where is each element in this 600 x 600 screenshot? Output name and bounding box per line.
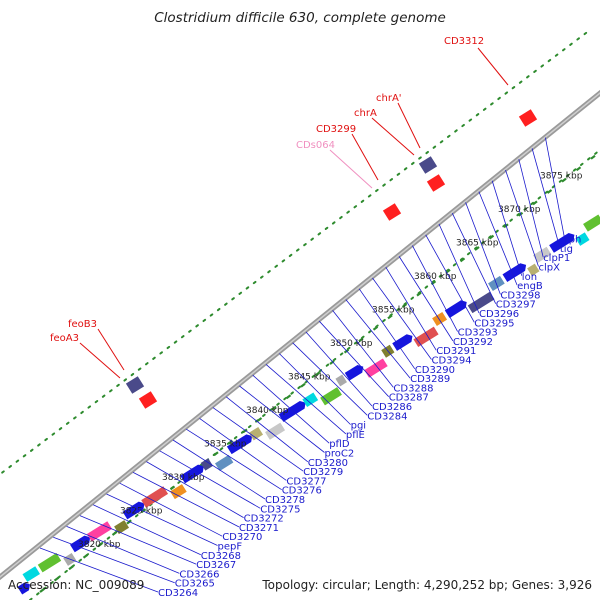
gene-label[interactable]: pflE bbox=[346, 430, 365, 441]
gene-label[interactable]: CD3272 bbox=[244, 514, 284, 525]
gene-label[interactable]: pflD bbox=[329, 439, 350, 450]
gene-label[interactable]: CD3276 bbox=[282, 486, 322, 497]
genome-summary: Topology: circular; Length: 4,290,252 bp… bbox=[262, 578, 592, 592]
tick-marks bbox=[1, 31, 598, 600]
gene-label[interactable]: tig bbox=[560, 244, 573, 255]
gene-label[interactable]: rph bbox=[565, 235, 582, 246]
gene-label[interactable]: pgi bbox=[351, 421, 366, 432]
gene-label[interactable]: CD3291 bbox=[436, 346, 476, 357]
gene-label[interactable]: CD3294 bbox=[432, 356, 472, 367]
kbp-tick-label: 3825 kbp bbox=[120, 507, 163, 517]
gene-label[interactable]: CD3268 bbox=[201, 551, 241, 562]
gene-label[interactable]: CD3296 bbox=[479, 309, 519, 320]
gene-label[interactable]: proC2 bbox=[325, 449, 355, 460]
gene-label[interactable]: CD3293 bbox=[458, 328, 498, 339]
gene-label[interactable]: CD3266 bbox=[179, 569, 219, 580]
feature-label-top[interactable]: CD3299 bbox=[316, 124, 356, 135]
gene-label[interactable]: CD3270 bbox=[222, 532, 262, 543]
gene-label[interactable]: CD3298 bbox=[500, 290, 540, 301]
gene-label[interactable]: engB bbox=[517, 281, 543, 292]
kbp-tick-label: 3855 kbp bbox=[372, 306, 415, 316]
feature-label-top[interactable]: feoA3 bbox=[50, 333, 79, 344]
gene-label[interactable]: clpP1 bbox=[543, 253, 570, 264]
gene-label[interactable]: CD3279 bbox=[303, 467, 343, 478]
gene-label[interactable]: CD3275 bbox=[260, 504, 300, 515]
gene-label[interactable]: CD3277 bbox=[286, 476, 326, 487]
kbp-tick-label: 3865 kbp bbox=[456, 239, 499, 249]
feature-label-top[interactable]: CD3312 bbox=[444, 36, 484, 47]
gene-label[interactable]: CD3297 bbox=[496, 300, 536, 311]
gene-label[interactable]: CD3295 bbox=[474, 318, 514, 329]
gene-label[interactable]: CD3288 bbox=[393, 383, 433, 394]
accession-label: Accession: NC_009089 bbox=[8, 578, 145, 592]
genome-backbone bbox=[0, 89, 600, 581]
kbp-tick-label: 3850 kbp bbox=[330, 339, 373, 349]
kbp-tick-label: 3830 kbp bbox=[162, 473, 205, 483]
gene-label[interactable]: CD3287 bbox=[389, 393, 429, 404]
feature-label-top[interactable]: chrA' bbox=[376, 93, 402, 104]
feature-track bbox=[17, 109, 600, 595]
gene-label[interactable]: CD3292 bbox=[453, 337, 493, 348]
gene-label[interactable]: CD3278 bbox=[265, 495, 305, 506]
map-title: Clostridium difficile 630, complete geno… bbox=[154, 10, 446, 26]
gene-label[interactable]: CD3265 bbox=[175, 579, 215, 590]
gene-label[interactable]: CD3264 bbox=[158, 588, 198, 599]
gene-label[interactable]: CD3289 bbox=[410, 374, 450, 385]
kbp-tick-label: 3845 kbp bbox=[288, 373, 331, 383]
feature-label-top[interactable]: chrA bbox=[354, 108, 377, 119]
kbp-tick-label: 3835 kbp bbox=[204, 440, 247, 450]
kbp-tick-label: 3875 kbp bbox=[540, 172, 583, 182]
kbp-tick-label: 3840 kbp bbox=[246, 406, 289, 416]
feature-label-top[interactable]: CDs064 bbox=[296, 140, 335, 151]
feature-label-top[interactable]: feoB3 bbox=[68, 319, 97, 330]
kbp-tick-label: 3820 kbp bbox=[78, 540, 121, 550]
gene-label[interactable]: clpX bbox=[539, 263, 561, 274]
gene-label[interactable]: CD3284 bbox=[367, 411, 407, 422]
gene-label[interactable]: pepF bbox=[218, 542, 243, 553]
gene-label[interactable]: lon bbox=[522, 272, 537, 283]
kbp-tick-label: 3860 kbp bbox=[414, 272, 457, 282]
gene-label[interactable]: CD3286 bbox=[372, 402, 412, 413]
gene-label[interactable]: CD3267 bbox=[196, 560, 236, 571]
gene-label[interactable]: CD3280 bbox=[308, 458, 348, 469]
label-leader-lines bbox=[39, 47, 565, 593]
feature-labels: CD3312 chrA' chrA CD3299 CDs064 feoB3 feoA3 CD3… bbox=[50, 36, 581, 599]
gene-label[interactable]: CD3271 bbox=[239, 523, 279, 534]
kbp-scale-labels: 3820 kbp 3825 kbp 3830 kbp 3835 kbp 3840 kbp… bbox=[78, 172, 583, 551]
gene-label[interactable]: CD3290 bbox=[415, 365, 455, 376]
